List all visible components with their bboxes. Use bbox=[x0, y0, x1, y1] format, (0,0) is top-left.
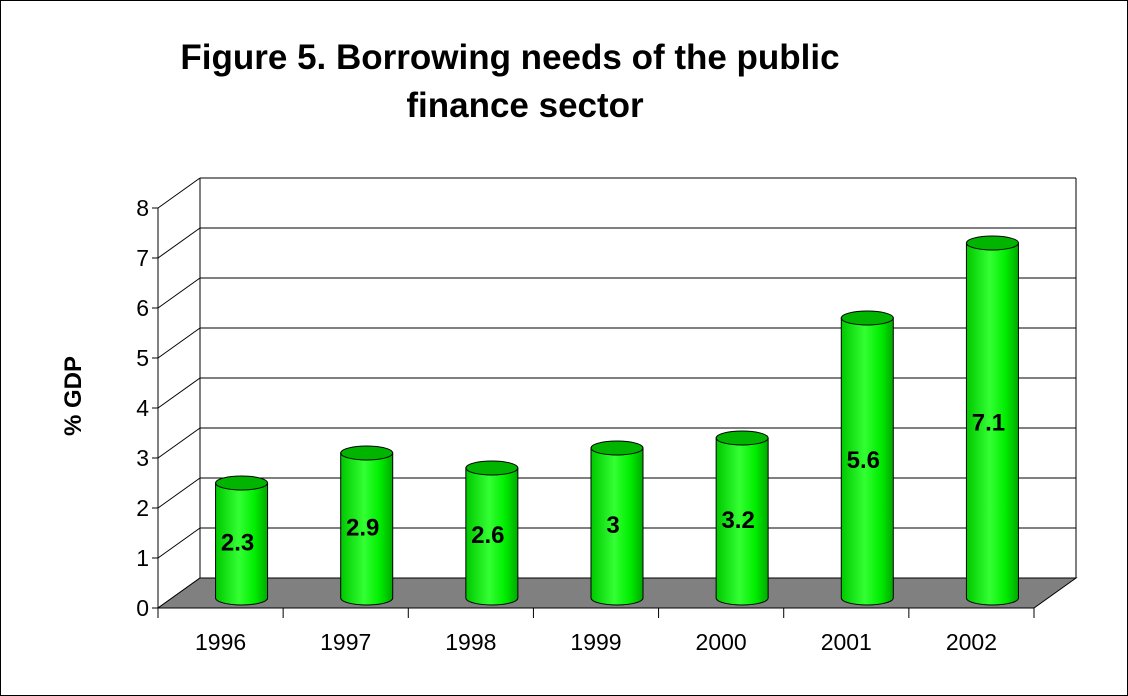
bar bbox=[965, 235, 1019, 606]
bar-top bbox=[340, 445, 394, 461]
bar-body bbox=[340, 452, 394, 606]
data-label: 5.6 bbox=[847, 447, 880, 474]
bar-top bbox=[840, 310, 894, 326]
bar-body bbox=[965, 242, 1019, 606]
gridline-side bbox=[157, 177, 201, 209]
gridline-side bbox=[157, 277, 201, 309]
bar-body bbox=[465, 467, 519, 606]
bar-body bbox=[590, 447, 644, 606]
bar bbox=[340, 445, 394, 606]
gridline-side bbox=[157, 477, 201, 509]
bar bbox=[590, 440, 644, 606]
bar-top bbox=[590, 440, 644, 456]
gridline-side bbox=[157, 427, 201, 459]
bar bbox=[840, 310, 894, 606]
y-tick-label: 4 bbox=[136, 395, 149, 421]
bar-top bbox=[215, 475, 269, 491]
bar-body bbox=[215, 482, 269, 606]
gridline-side bbox=[157, 377, 201, 409]
chart-title: Figure 5. Borrowing needs of the public … bbox=[140, 34, 880, 130]
gridline-side bbox=[157, 527, 201, 559]
bar bbox=[215, 475, 269, 606]
data-label: 7.1 bbox=[972, 410, 1005, 437]
gridline-side bbox=[157, 227, 201, 259]
x-tick-label: 2002 bbox=[946, 629, 997, 655]
bar-top bbox=[465, 460, 519, 476]
bar-body bbox=[840, 317, 894, 606]
y-tick-label: 7 bbox=[136, 245, 149, 271]
gridline-side bbox=[157, 327, 201, 359]
chart-title-line2: finance sector bbox=[406, 86, 644, 125]
axes: 0 1 2 3 4 5 6 7 8 1996 1997 1998 1999 2000 2001 2002 bbox=[136, 195, 1035, 655]
x-tick-label: 1997 bbox=[320, 629, 371, 655]
x-tick-label: 1998 bbox=[445, 629, 496, 655]
data-label: 2.3 bbox=[221, 530, 254, 557]
data-labels: 2.3 2.9 2.6 3 3.2 5.6 7.1 bbox=[221, 410, 1005, 557]
data-label: 3 bbox=[606, 512, 619, 539]
data-label: 3.2 bbox=[721, 507, 754, 534]
data-label: 2.9 bbox=[346, 515, 379, 542]
x-tick-label: 1999 bbox=[570, 629, 621, 655]
bar-top bbox=[965, 235, 1019, 251]
y-tick-label: 1 bbox=[136, 545, 149, 571]
chart-title-line1: Figure 5. Borrowing needs of the public bbox=[180, 38, 840, 77]
bar bbox=[715, 430, 769, 606]
bar bbox=[465, 460, 519, 606]
y-tick-label: 0 bbox=[136, 595, 149, 621]
y-tick-label: 3 bbox=[136, 445, 149, 471]
y-tick-label: 6 bbox=[136, 295, 149, 321]
x-tick-label: 2001 bbox=[821, 629, 872, 655]
y-tick-label: 8 bbox=[136, 195, 149, 221]
bars bbox=[215, 235, 1019, 606]
data-label: 2.6 bbox=[471, 522, 504, 549]
bar-body bbox=[715, 437, 769, 606]
y-tick-label: 5 bbox=[136, 345, 149, 371]
x-tick-label: 2000 bbox=[696, 629, 747, 655]
y-tick-label: 2 bbox=[136, 495, 149, 521]
x-tick-label: 1996 bbox=[195, 629, 246, 655]
bar-top bbox=[715, 430, 769, 446]
